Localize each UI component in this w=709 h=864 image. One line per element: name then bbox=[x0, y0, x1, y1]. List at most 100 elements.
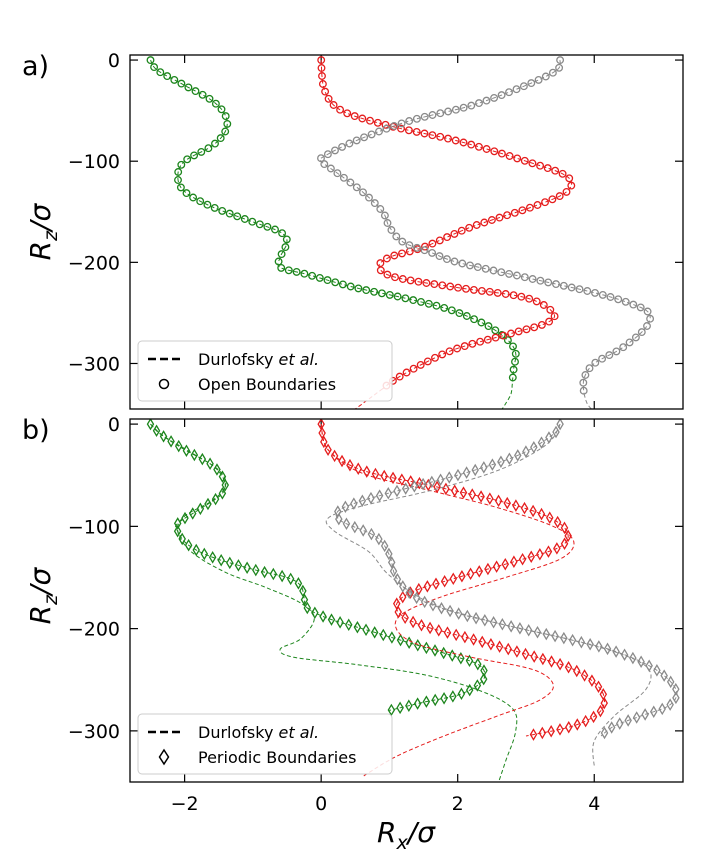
data-point bbox=[612, 347, 621, 356]
data-point bbox=[406, 276, 415, 285]
data-point bbox=[183, 155, 192, 164]
green-reference-line bbox=[501, 383, 513, 409]
data-point bbox=[505, 452, 514, 465]
data-point bbox=[624, 714, 632, 727]
data-point bbox=[581, 714, 590, 728]
data-point bbox=[481, 264, 490, 273]
data-point bbox=[395, 372, 404, 381]
data-point bbox=[358, 114, 367, 123]
data-point bbox=[346, 282, 355, 291]
data-point bbox=[284, 266, 293, 275]
data-point bbox=[530, 650, 538, 663]
data-point bbox=[277, 250, 286, 259]
data-point bbox=[420, 246, 429, 255]
data-point bbox=[375, 532, 383, 546]
data-point bbox=[422, 279, 431, 287]
data-point bbox=[477, 286, 486, 295]
data-point bbox=[333, 169, 342, 178]
y-tick-label: −300 bbox=[68, 721, 120, 743]
data-point bbox=[198, 90, 207, 99]
data-point bbox=[376, 205, 385, 213]
data-point bbox=[353, 620, 362, 634]
data-point bbox=[440, 575, 449, 588]
data-point bbox=[371, 467, 380, 481]
data-point bbox=[320, 435, 328, 449]
data-point bbox=[512, 271, 521, 280]
data-point bbox=[336, 616, 344, 629]
data-point bbox=[505, 88, 513, 97]
data-point bbox=[459, 138, 468, 147]
data-point bbox=[555, 192, 564, 201]
data-point bbox=[567, 283, 576, 292]
data-point bbox=[156, 68, 165, 77]
data-point bbox=[484, 562, 492, 576]
axes-frame bbox=[129, 418, 684, 783]
data-point bbox=[529, 728, 538, 741]
data-point bbox=[545, 317, 554, 326]
data-point bbox=[430, 280, 439, 289]
data-point bbox=[370, 199, 379, 208]
data-point bbox=[286, 572, 295, 586]
data-point bbox=[383, 270, 392, 279]
data-point bbox=[467, 101, 476, 110]
data-point bbox=[385, 547, 393, 561]
data-point bbox=[473, 263, 482, 272]
data-point bbox=[308, 271, 317, 280]
data-point bbox=[331, 278, 340, 287]
data-point bbox=[480, 461, 488, 474]
data-point bbox=[213, 463, 221, 476]
data-point bbox=[538, 726, 547, 740]
data-point bbox=[419, 477, 427, 491]
data-point bbox=[466, 261, 474, 270]
data-point bbox=[455, 309, 464, 318]
data-point bbox=[548, 68, 557, 77]
data-point bbox=[196, 197, 205, 206]
data-point bbox=[476, 337, 485, 346]
data-point bbox=[415, 582, 423, 596]
data-point bbox=[478, 635, 486, 649]
data-point bbox=[583, 287, 592, 295]
data-point bbox=[190, 448, 199, 462]
panel-tag: b) bbox=[22, 415, 50, 446]
data-point bbox=[497, 149, 506, 158]
data-point bbox=[629, 300, 638, 309]
data-point bbox=[163, 72, 172, 81]
data-point bbox=[321, 87, 330, 96]
data-point bbox=[474, 657, 482, 671]
data-point bbox=[450, 257, 459, 266]
data-point bbox=[472, 221, 481, 229]
data-point bbox=[595, 640, 603, 653]
data-point bbox=[428, 239, 437, 248]
data-point bbox=[539, 652, 547, 666]
data-point bbox=[619, 343, 628, 352]
data-point bbox=[217, 105, 226, 114]
data-point bbox=[225, 209, 234, 218]
data-point bbox=[581, 371, 590, 379]
data-point bbox=[248, 217, 257, 226]
data-point bbox=[435, 236, 444, 245]
data-point bbox=[405, 586, 413, 599]
panel-tag: a) bbox=[22, 51, 49, 82]
data-point bbox=[468, 488, 477, 501]
data-point bbox=[413, 697, 422, 710]
data-point bbox=[444, 107, 453, 116]
data-point bbox=[412, 591, 421, 605]
data-point bbox=[532, 297, 541, 306]
data-point bbox=[376, 259, 385, 268]
data-point bbox=[513, 154, 522, 163]
data-point bbox=[562, 187, 571, 196]
data-point bbox=[547, 655, 556, 668]
data-point bbox=[548, 195, 557, 204]
data-point bbox=[406, 586, 415, 599]
data-point bbox=[607, 721, 616, 734]
data-point bbox=[367, 130, 376, 139]
data-point bbox=[495, 213, 504, 222]
data-point bbox=[377, 289, 386, 298]
data-point bbox=[507, 620, 515, 633]
data-point bbox=[152, 424, 161, 438]
data-point bbox=[520, 156, 529, 165]
data-point bbox=[428, 131, 437, 140]
data-point bbox=[460, 342, 469, 351]
data-point bbox=[450, 229, 459, 238]
data-point bbox=[436, 132, 445, 141]
